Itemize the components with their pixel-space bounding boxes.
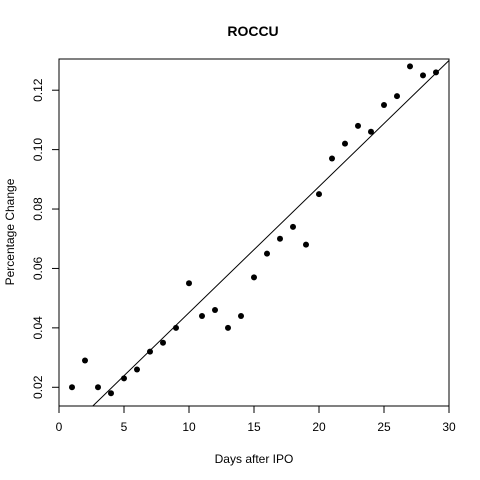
y-tick-label: 0.08 (31, 197, 45, 221)
data-point (264, 250, 270, 257)
data-point (303, 241, 309, 248)
data-point (329, 155, 335, 162)
data-point (433, 69, 439, 76)
data-point (251, 274, 257, 281)
data-point (173, 324, 179, 331)
fit-line (92, 60, 450, 407)
data-point (69, 384, 75, 391)
y-tick-label: 0.02 (31, 375, 45, 399)
data-point (407, 63, 413, 70)
y-tick-label: 0.06 (31, 256, 45, 280)
data-point (277, 235, 283, 242)
x-tick-label: 20 (312, 420, 326, 434)
data-point (368, 128, 374, 135)
data-point (121, 375, 127, 382)
data-point (134, 366, 140, 373)
data-point (290, 223, 296, 230)
data-point (212, 307, 218, 314)
x-tick-label: 25 (377, 420, 391, 434)
data-point (316, 191, 322, 198)
y-tick-label: 0.04 (31, 316, 45, 340)
data-point (342, 140, 348, 147)
data-point (225, 324, 231, 331)
y-axis: 0.02 0.04 0.06 0.08 0.10 0.12 (31, 78, 60, 399)
data-point (199, 312, 205, 319)
plot-area-border (58, 58, 450, 407)
data-point (108, 390, 114, 397)
x-tick-label: 15 (247, 420, 261, 434)
x-tick-label: 30 (442, 420, 456, 434)
data-point (95, 384, 101, 391)
x-axis: 0 5 10 15 20 25 30 (56, 405, 456, 434)
y-tick-label: 0.10 (31, 138, 45, 162)
data-point (238, 312, 244, 319)
data-points (69, 63, 439, 397)
y-axis-label: Percentage Change (3, 178, 17, 285)
data-point (394, 93, 400, 100)
data-point (147, 348, 153, 355)
data-point (160, 339, 166, 346)
data-point (82, 357, 88, 364)
x-tick-label: 5 (121, 420, 128, 434)
data-point (355, 122, 361, 129)
fit-line-group (92, 60, 450, 407)
chart-title: ROCCU (227, 23, 278, 39)
data-point (186, 280, 192, 287)
y-tick-label: 0.12 (31, 78, 45, 102)
x-tick-label: 10 (182, 420, 196, 434)
x-tick-label: 0 (56, 420, 63, 434)
data-point (420, 72, 426, 79)
data-point (381, 102, 387, 109)
x-axis-label: Days after IPO (215, 452, 294, 466)
